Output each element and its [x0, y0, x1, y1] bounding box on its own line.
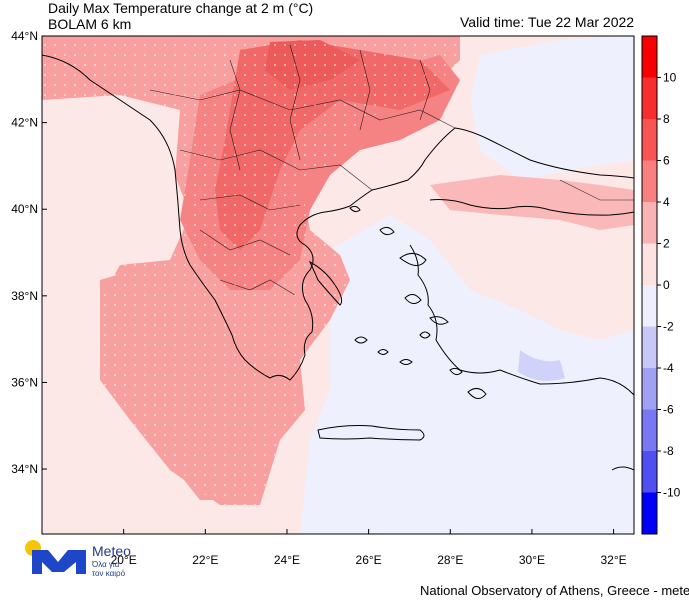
logo-tagline: Όλα για τον καιρό: [92, 560, 126, 578]
colorbar-swatch: [642, 160, 657, 202]
colorbar-swatch: [642, 36, 657, 78]
border-8: [359, 49, 371, 131]
border-9: [419, 59, 431, 121]
lon-tick-label: 22°E: [192, 553, 218, 567]
lon-tick-label: 26°E: [356, 553, 382, 567]
colorbar-label: 10: [663, 71, 677, 85]
border-7: [289, 44, 301, 161]
lat-tick-label: 40°N: [11, 202, 38, 216]
lat-tick-label: 44°N: [11, 29, 38, 43]
border-1: [149, 89, 456, 129]
logo-m-icon: [32, 550, 86, 574]
admin-borders: [149, 44, 634, 296]
lon-tick-label: 24°E: [274, 553, 300, 567]
border-6: [229, 59, 241, 171]
colorbar-label: 6: [663, 154, 670, 168]
coastline-cyprus: [611, 466, 634, 471]
lon-tick-label: 28°E: [437, 553, 463, 567]
colorbar-swatch: [642, 451, 657, 493]
coastline-cyclades-4: [419, 331, 431, 339]
field-cool-zone-bulgaria: [470, 36, 634, 180]
coastline-cyclades-2: [377, 349, 389, 355]
colorbar-swatch: [642, 368, 657, 410]
field-cool-spots: [518, 350, 565, 381]
colorbar-swatch: [642, 326, 657, 368]
field-stipple: [42, 36, 460, 505]
chart-title: Daily Max Temperature change at 2 m (°C): [48, 0, 314, 16]
map-field: [42, 36, 634, 534]
colorbar-label: 2: [663, 237, 670, 251]
colorbar-swatch: [642, 77, 657, 119]
lon-tick-label: 20°E: [111, 553, 137, 567]
coastline-lemnos: [379, 226, 395, 236]
valid-time: Valid time: Tue 22 Mar 2022: [460, 14, 635, 30]
border-3: [199, 194, 301, 211]
colorbar: 10 8 6 4 2 0 -2 -4 -6 -8 -10: [641, 35, 681, 535]
field-warm-zone-turkey: [430, 175, 634, 230]
coastline-marmara: [429, 199, 634, 216]
colorbar-swatch: [642, 243, 657, 285]
coastline-adriatic: [42, 54, 191, 266]
coastline-euboea: [308, 260, 343, 306]
colorbar-label: -4: [663, 361, 674, 375]
coastline-dodecanese-1: [449, 367, 463, 376]
border-4: [199, 229, 291, 256]
latitude-axis: 34°N 36°N 38°N 40°N 42°N 44°N: [11, 29, 47, 476]
coastline-cyclades-1: [354, 336, 368, 344]
model-subtitle: BOLAM 6 km: [48, 16, 132, 32]
lon-tick-label: 32°E: [601, 553, 627, 567]
coastline-samos: [429, 316, 449, 325]
coastline-rhodes: [467, 388, 487, 399]
colorbar-swatch: [642, 202, 657, 244]
colorbar-label: -10: [663, 486, 681, 500]
coastline-west-greece: [189, 264, 313, 381]
coastlines: [42, 54, 634, 471]
longitude-axis: 20°E 22°E 24°E 26°E 28°E 30°E 32°E: [111, 529, 627, 567]
colorbar-label: 0: [663, 278, 670, 292]
coastline-thasos: [349, 205, 361, 213]
colorbar-swatch: [642, 492, 657, 534]
colorbar-swatch: [642, 119, 657, 161]
lat-tick-label: 36°N: [11, 375, 38, 389]
colorbar-label: -2: [663, 320, 674, 334]
colorbar-label: -8: [663, 444, 674, 458]
lat-tick-label: 38°N: [11, 289, 38, 303]
lat-tick-label: 42°N: [11, 116, 38, 130]
border-5: [219, 279, 296, 296]
coastline-lesbos: [399, 253, 427, 266]
field-cool-zone-aegean: [300, 215, 634, 534]
border-2: [179, 149, 373, 191]
coastline-cyclades-3: [399, 359, 413, 365]
coastline-east-greece: [296, 127, 456, 333]
coastline-turkey-aegean: [454, 127, 634, 179]
lat-tick-label: 34°N: [11, 462, 38, 476]
colorbar-label: 8: [663, 112, 670, 126]
border-10: [559, 179, 634, 201]
colorbar-swatch: [642, 285, 657, 327]
footer-credit: National Observatory of Athens, Greece -…: [420, 583, 689, 598]
plot-frame: [41, 35, 635, 535]
logo-name: Meteo: [92, 543, 131, 559]
colorbar-label: 4: [663, 195, 670, 209]
coastline-crete: [317, 425, 425, 441]
lon-tick-label: 30°E: [519, 553, 545, 567]
coastline-chios: [404, 294, 422, 304]
meteo-logo: [25, 540, 86, 574]
colorbar-label: -6: [663, 403, 674, 417]
colorbar-swatch: [642, 409, 657, 451]
